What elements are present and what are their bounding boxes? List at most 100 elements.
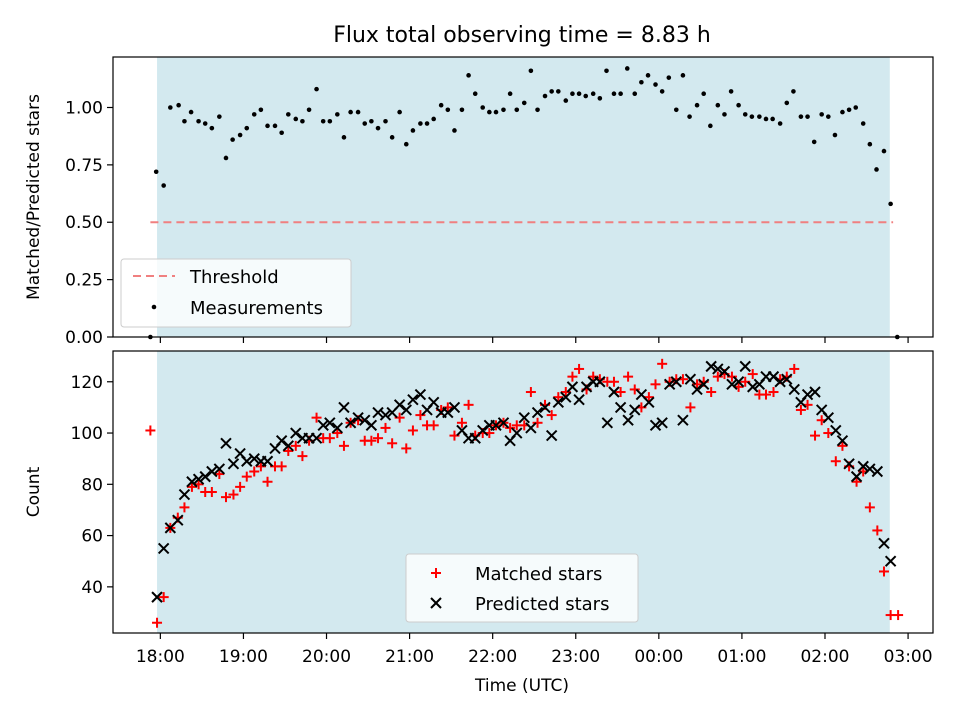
predicted-star-point	[643, 396, 655, 408]
x-axis-ticks: 18:00 19:00 20:00 21:00 22:00 23:00 00:00 01:00…	[136, 633, 933, 667]
predicted-star-point	[552, 396, 565, 408]
matched-star-point	[864, 502, 875, 513]
predicted-star-point	[359, 414, 371, 426]
predicted-star-point	[705, 360, 717, 373]
measurement-point	[680, 73, 686, 78]
measurement-point	[431, 116, 436, 122]
y-tick-label: 0.25	[65, 271, 103, 291]
predicted-star-point	[324, 417, 336, 429]
matched-star-point	[380, 422, 391, 433]
measurement-point	[604, 68, 609, 74]
measurement-point	[784, 100, 790, 106]
y-tick-label: 1.00	[65, 98, 103, 118]
legend-marker	[430, 597, 442, 609]
legend: Threshold Measurements	[120, 258, 352, 328]
predicted-star-point	[497, 417, 510, 429]
predicted-star-point	[822, 411, 835, 424]
measurement-point	[645, 73, 651, 78]
measurement-point	[403, 141, 409, 147]
matched-star-point	[145, 425, 156, 436]
x-tick-label: 21:00	[385, 647, 434, 667]
predicted-star-point	[192, 473, 205, 485]
matched-star-point	[179, 502, 190, 513]
predicted-star-point	[656, 417, 668, 429]
measurement-point	[728, 89, 734, 94]
measurement-point	[715, 102, 721, 108]
predicted-star-point	[739, 360, 751, 373]
measurement-point	[846, 107, 852, 113]
matched-star-point	[241, 471, 252, 482]
legend-marker	[431, 568, 441, 578]
predicted-star-point	[691, 383, 703, 396]
predicted-star-point	[525, 422, 537, 434]
measurement-point	[272, 123, 278, 129]
measurement-point	[375, 125, 381, 131]
matched-star-point	[463, 399, 474, 410]
matched-star-point	[692, 379, 703, 390]
predicted-star-point	[864, 463, 876, 475]
predicted-star-point	[379, 409, 392, 421]
y-axis-label: Count	[24, 466, 44, 517]
measurement-point	[528, 68, 534, 74]
measurement-point	[791, 89, 796, 94]
measurement-point	[666, 75, 672, 80]
predicted-star-point	[809, 386, 821, 398]
predicted-star-point	[629, 404, 641, 416]
y-tick-label: 60	[81, 527, 103, 547]
matched-star-point	[206, 487, 217, 497]
predicted-star-point	[275, 435, 288, 447]
matched-star-point	[761, 389, 772, 400]
predicted-star-point	[310, 432, 323, 444]
measurement-point	[424, 121, 430, 126]
measurement-point	[327, 118, 333, 124]
x-tick-label: 22:00	[468, 647, 517, 667]
predicted-star-point	[726, 378, 738, 391]
measurement-point	[798, 114, 804, 119]
matched-star-point	[629, 384, 640, 395]
measurement-point	[673, 107, 679, 113]
measurement-point	[694, 102, 700, 108]
measurement-point	[487, 109, 492, 115]
measurement-point	[341, 135, 347, 140]
matched-star-point	[643, 392, 654, 403]
measurement-point	[480, 105, 486, 110]
predicted-star-point	[220, 437, 232, 449]
predicted-star-point	[594, 376, 606, 388]
predicted-star-point	[157, 542, 170, 555]
predicted-star-point	[608, 386, 620, 398]
legend-label: Matched stars	[475, 564, 602, 585]
predicted-star-point	[290, 427, 302, 439]
predicted-star-point	[573, 394, 585, 406]
predicted-star-point	[670, 376, 682, 388]
predicted-star-point	[871, 465, 884, 478]
matched-star-point	[428, 420, 439, 431]
predicted-star-point	[774, 376, 786, 388]
chart-title: Flux total observing time = 8.83 h	[333, 23, 711, 48]
y-tick-label: 0.75	[65, 156, 103, 176]
x-tick-label: 19:00	[219, 647, 268, 667]
predicted-star-point	[213, 463, 226, 475]
measurement-point	[770, 116, 775, 122]
measurement-point	[708, 123, 713, 129]
measurement-point	[701, 91, 706, 97]
x-tick-label: 23:00	[551, 647, 600, 667]
measurement-point	[306, 107, 312, 113]
matched-star-point	[567, 371, 578, 382]
measurement-point	[389, 135, 395, 140]
measurement-point	[742, 112, 748, 117]
predicted-star-point	[677, 414, 689, 426]
x-tick-label: 00:00	[634, 647, 683, 667]
predicted-star-point	[732, 376, 745, 388]
legend: Matched stars Predicted stars	[405, 553, 639, 623]
matched-star-point	[560, 387, 571, 398]
predicted-star-point	[261, 455, 274, 467]
matched-star-point	[608, 376, 619, 387]
predicted-star-point	[580, 381, 593, 393]
measurement-point	[202, 121, 208, 126]
matched-star-point	[220, 492, 231, 503]
measurements-series	[148, 66, 900, 340]
matched-star-point	[214, 469, 225, 480]
predicted-star-point	[199, 470, 211, 483]
y-axis-ticks: 40 60 80 100 120	[71, 373, 113, 598]
